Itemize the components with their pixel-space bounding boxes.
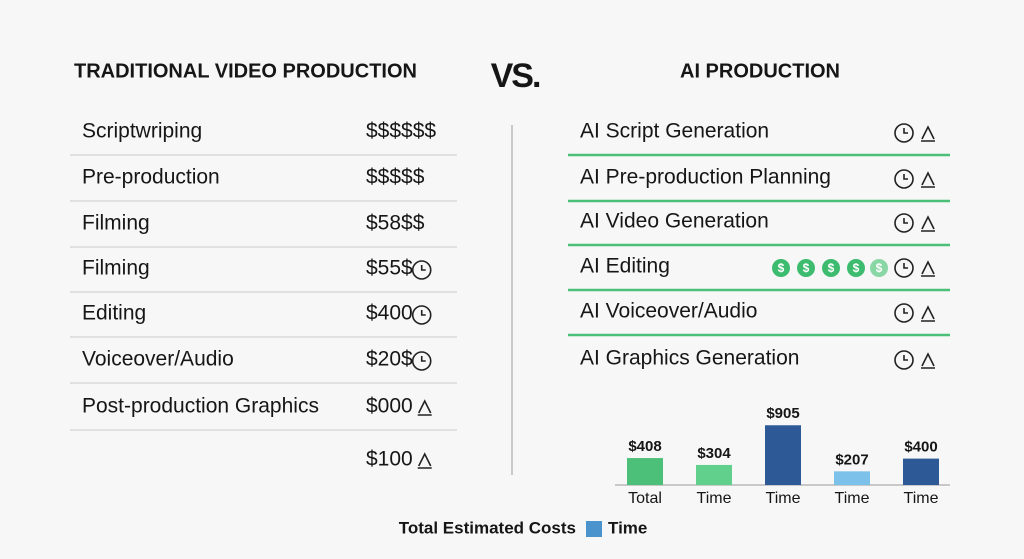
clock-hand (420, 265, 426, 271)
clock-hand (420, 356, 426, 362)
person-icon (921, 305, 935, 322)
bar-value-label: $408 (628, 438, 661, 455)
bar (627, 458, 663, 485)
clock-icon (411, 305, 432, 325)
person-icon (921, 260, 935, 277)
row-cost: $20$ (366, 348, 413, 371)
svg-text:$: $ (876, 261, 883, 275)
person-icon (921, 352, 935, 369)
clock-hand (903, 218, 908, 224)
person-icon (921, 171, 935, 188)
clock-icon (894, 169, 914, 189)
clock-icon (894, 303, 914, 323)
person-icon (921, 215, 935, 232)
svg-text:$: $ (803, 261, 810, 275)
clock-icon (894, 123, 914, 143)
row-cost: $$$$$ (366, 166, 425, 189)
svg-text:$: $ (828, 261, 835, 275)
svg-text:$: $ (853, 261, 860, 275)
clock-hand (903, 355, 908, 361)
person-icon (417, 399, 432, 416)
x-tick-label: Time (835, 490, 870, 507)
bar (903, 458, 939, 485)
row-label: Editing (82, 302, 146, 325)
bar-value-label: $905 (766, 405, 799, 422)
clock-hand (903, 174, 908, 180)
versus: VS. (491, 57, 540, 95)
row-label: Post-production Graphics (82, 395, 319, 418)
bar (696, 464, 732, 485)
bar (765, 425, 801, 485)
row-label: Scriptwriping (82, 120, 202, 143)
row-cost: $55$ (366, 257, 413, 280)
clock-icon (894, 213, 914, 233)
person-icon (417, 452, 432, 469)
x-tick-label: Time (766, 490, 801, 507)
clock-icon (411, 351, 432, 371)
clock-hand (903, 308, 908, 314)
row-cost: $58$$ (366, 212, 425, 235)
clock-hand (903, 263, 908, 269)
clock-icon (411, 260, 432, 280)
left-title: TRADITIONAL VIDEO PRODUCTION (74, 60, 417, 82)
ai-row-label: AI Pre-production Planning (580, 166, 831, 189)
clock-hand (420, 310, 426, 316)
bar-value-label: $207 (835, 451, 868, 468)
bar-value-label: $400 (904, 439, 937, 456)
bar-value-label: $304 (697, 445, 731, 462)
dollar-icons: $ $ $ $ $ (772, 259, 888, 277)
legend-label: Time (608, 518, 647, 537)
legend-title: Total Estimated Costs (399, 518, 576, 537)
x-tick-label: Time (697, 490, 732, 507)
clock-hand (903, 128, 908, 134)
row-cost: $$$$$$ (366, 120, 436, 143)
clock-icon (894, 350, 914, 370)
row-label: Filming (82, 212, 150, 235)
svg-text:$: $ (778, 261, 785, 275)
legend-swatch (586, 521, 602, 537)
ai-row-label: AI Graphics Generation (580, 347, 799, 370)
row-label: Pre-production (82, 166, 220, 189)
x-tick-label: Time (904, 490, 939, 507)
row-cost: $100 (366, 448, 413, 471)
ai-row-label: AI Voiceover/Audio (580, 300, 757, 323)
row-cost: $000 (366, 395, 413, 418)
person-icon (921, 125, 935, 142)
ai-row-label: AI Script Generation (580, 120, 769, 143)
right-title: AI PRODUCTION (680, 60, 840, 82)
row-cost: $400 (366, 302, 413, 325)
bar (834, 471, 870, 485)
ai-row-label: AI Editing (580, 255, 670, 278)
ai-row-label: AI Video Generation (580, 210, 769, 233)
clock-icon (894, 258, 914, 278)
row-label: Filming (82, 257, 150, 280)
row-label: Voiceover/Audio (82, 348, 234, 371)
x-tick-label: Total (628, 490, 662, 507)
